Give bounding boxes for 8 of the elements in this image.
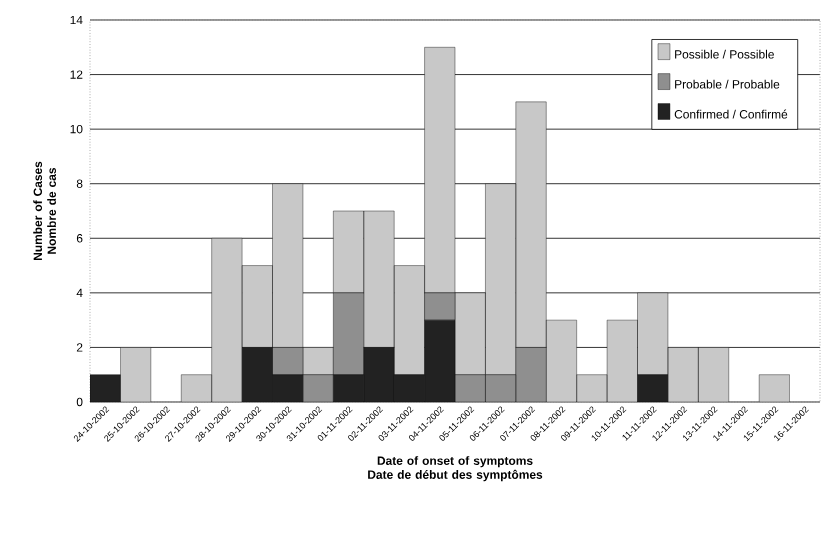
- bar: [758, 374, 790, 402]
- bar: [120, 347, 151, 402]
- bar: [272, 347, 304, 375]
- bar: [90, 374, 121, 402]
- bar: [302, 347, 334, 375]
- bar: [637, 374, 669, 402]
- bar: [333, 292, 364, 375]
- bar: [302, 374, 334, 402]
